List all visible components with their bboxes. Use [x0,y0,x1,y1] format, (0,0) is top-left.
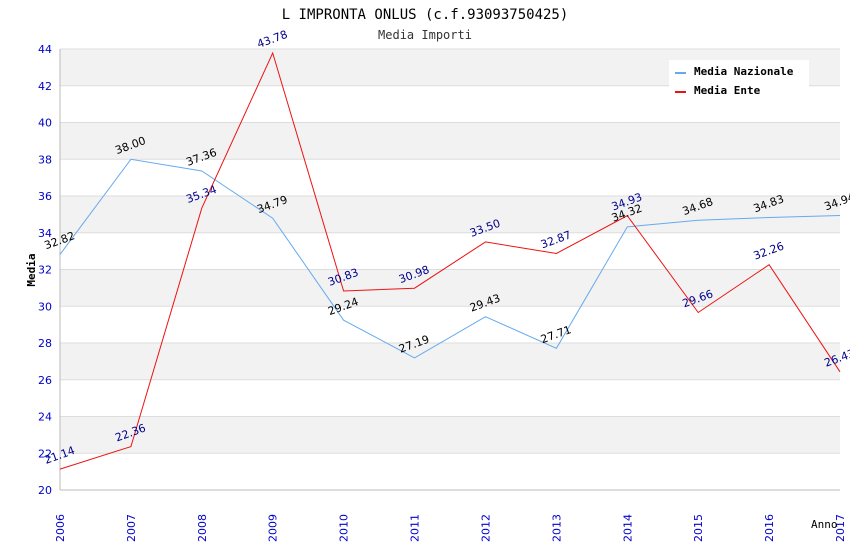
grid-band [60,416,840,454]
x-tick-label: 2012 [479,514,492,542]
y-tick-label: 32 [38,264,52,277]
legend-label-nazionale: Media Nazionale [694,65,794,78]
chart-title: L IMPRONTA ONLUS (c.f.93093750425) [282,7,569,23]
x-tick-label: 2011 [409,514,422,542]
series-lines [59,51,841,470]
y-tick-label: 44 [38,43,52,56]
data-label: 34.94 [823,190,850,213]
y-tick-labels: 20 22 24 26 28 30 32 34 36 38 40 42 44 [38,43,52,497]
y-tick-label: 38 [38,153,52,166]
x-tick-label: 2013 [550,514,563,542]
y-tick-label: 20 [38,484,52,497]
y-tick-label: 40 [38,117,52,130]
x-tick-label: 2014 [621,514,634,542]
grid-band [60,269,840,307]
legend-label-ente: Media Ente [694,84,761,97]
x-tick-label: 2010 [338,514,351,542]
y-tick-label: 36 [38,190,52,203]
grid-band [60,196,840,233]
x-tick-label: 2017 [834,514,847,542]
y-tick-label: 24 [38,411,52,424]
x-tick-label: 2016 [763,514,776,542]
y-tick-label: 22 [38,447,52,460]
x-tick-label: 2008 [196,514,209,542]
data-label: 43.78 [255,28,289,51]
grid-band [60,122,840,160]
x-tick-label: 2006 [54,514,67,542]
y-axis-label: Media [25,253,38,286]
legend-box [669,60,809,102]
x-tick-label: 2007 [125,514,138,542]
series-line-ente [59,51,841,470]
y-tick-label: 34 [38,227,52,240]
grid-band [60,343,840,380]
x-tick-labels: 2006 2007 2008 2009 2010 2011 2012 2013 2014 2015… [54,514,847,542]
y-tick-label: 30 [38,300,52,313]
x-axis-label: Anno [811,518,838,531]
y-tick-label: 28 [38,337,52,350]
legend: Media Nazionale Media Ente [669,60,809,102]
background-bands [60,49,840,454]
y-tick-label: 42 [38,80,52,93]
x-tick-label: 2009 [267,514,280,542]
x-tick-label: 2015 [692,514,705,542]
chart-subtitle: Media Importi [378,28,472,42]
data-label: 32.26 [752,240,786,263]
y-tick-label: 26 [38,374,52,387]
series-line-nazionale [59,158,841,359]
grid-lines [60,48,840,491]
